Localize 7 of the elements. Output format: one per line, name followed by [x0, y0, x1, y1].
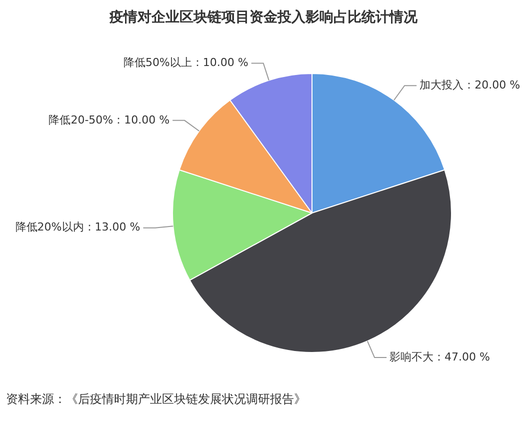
slice-label: 加大投入：20.00 % [420, 78, 520, 92]
slice-label: 影响不大：47.00 % [390, 350, 490, 364]
slice-label: 降低20%以内：13.00 % [15, 220, 140, 234]
text: 资料来源：《后疫情时期产业区块链发展状况调研报告》 [6, 392, 306, 406]
slice-label: 降低20-50%：10.00 % [48, 113, 170, 126]
chart-title: 疫情对企业区块链项目资金投入影响占比统计情况 [108, 8, 418, 26]
slice-label: 降低50%以上：10.00 % [123, 56, 248, 70]
